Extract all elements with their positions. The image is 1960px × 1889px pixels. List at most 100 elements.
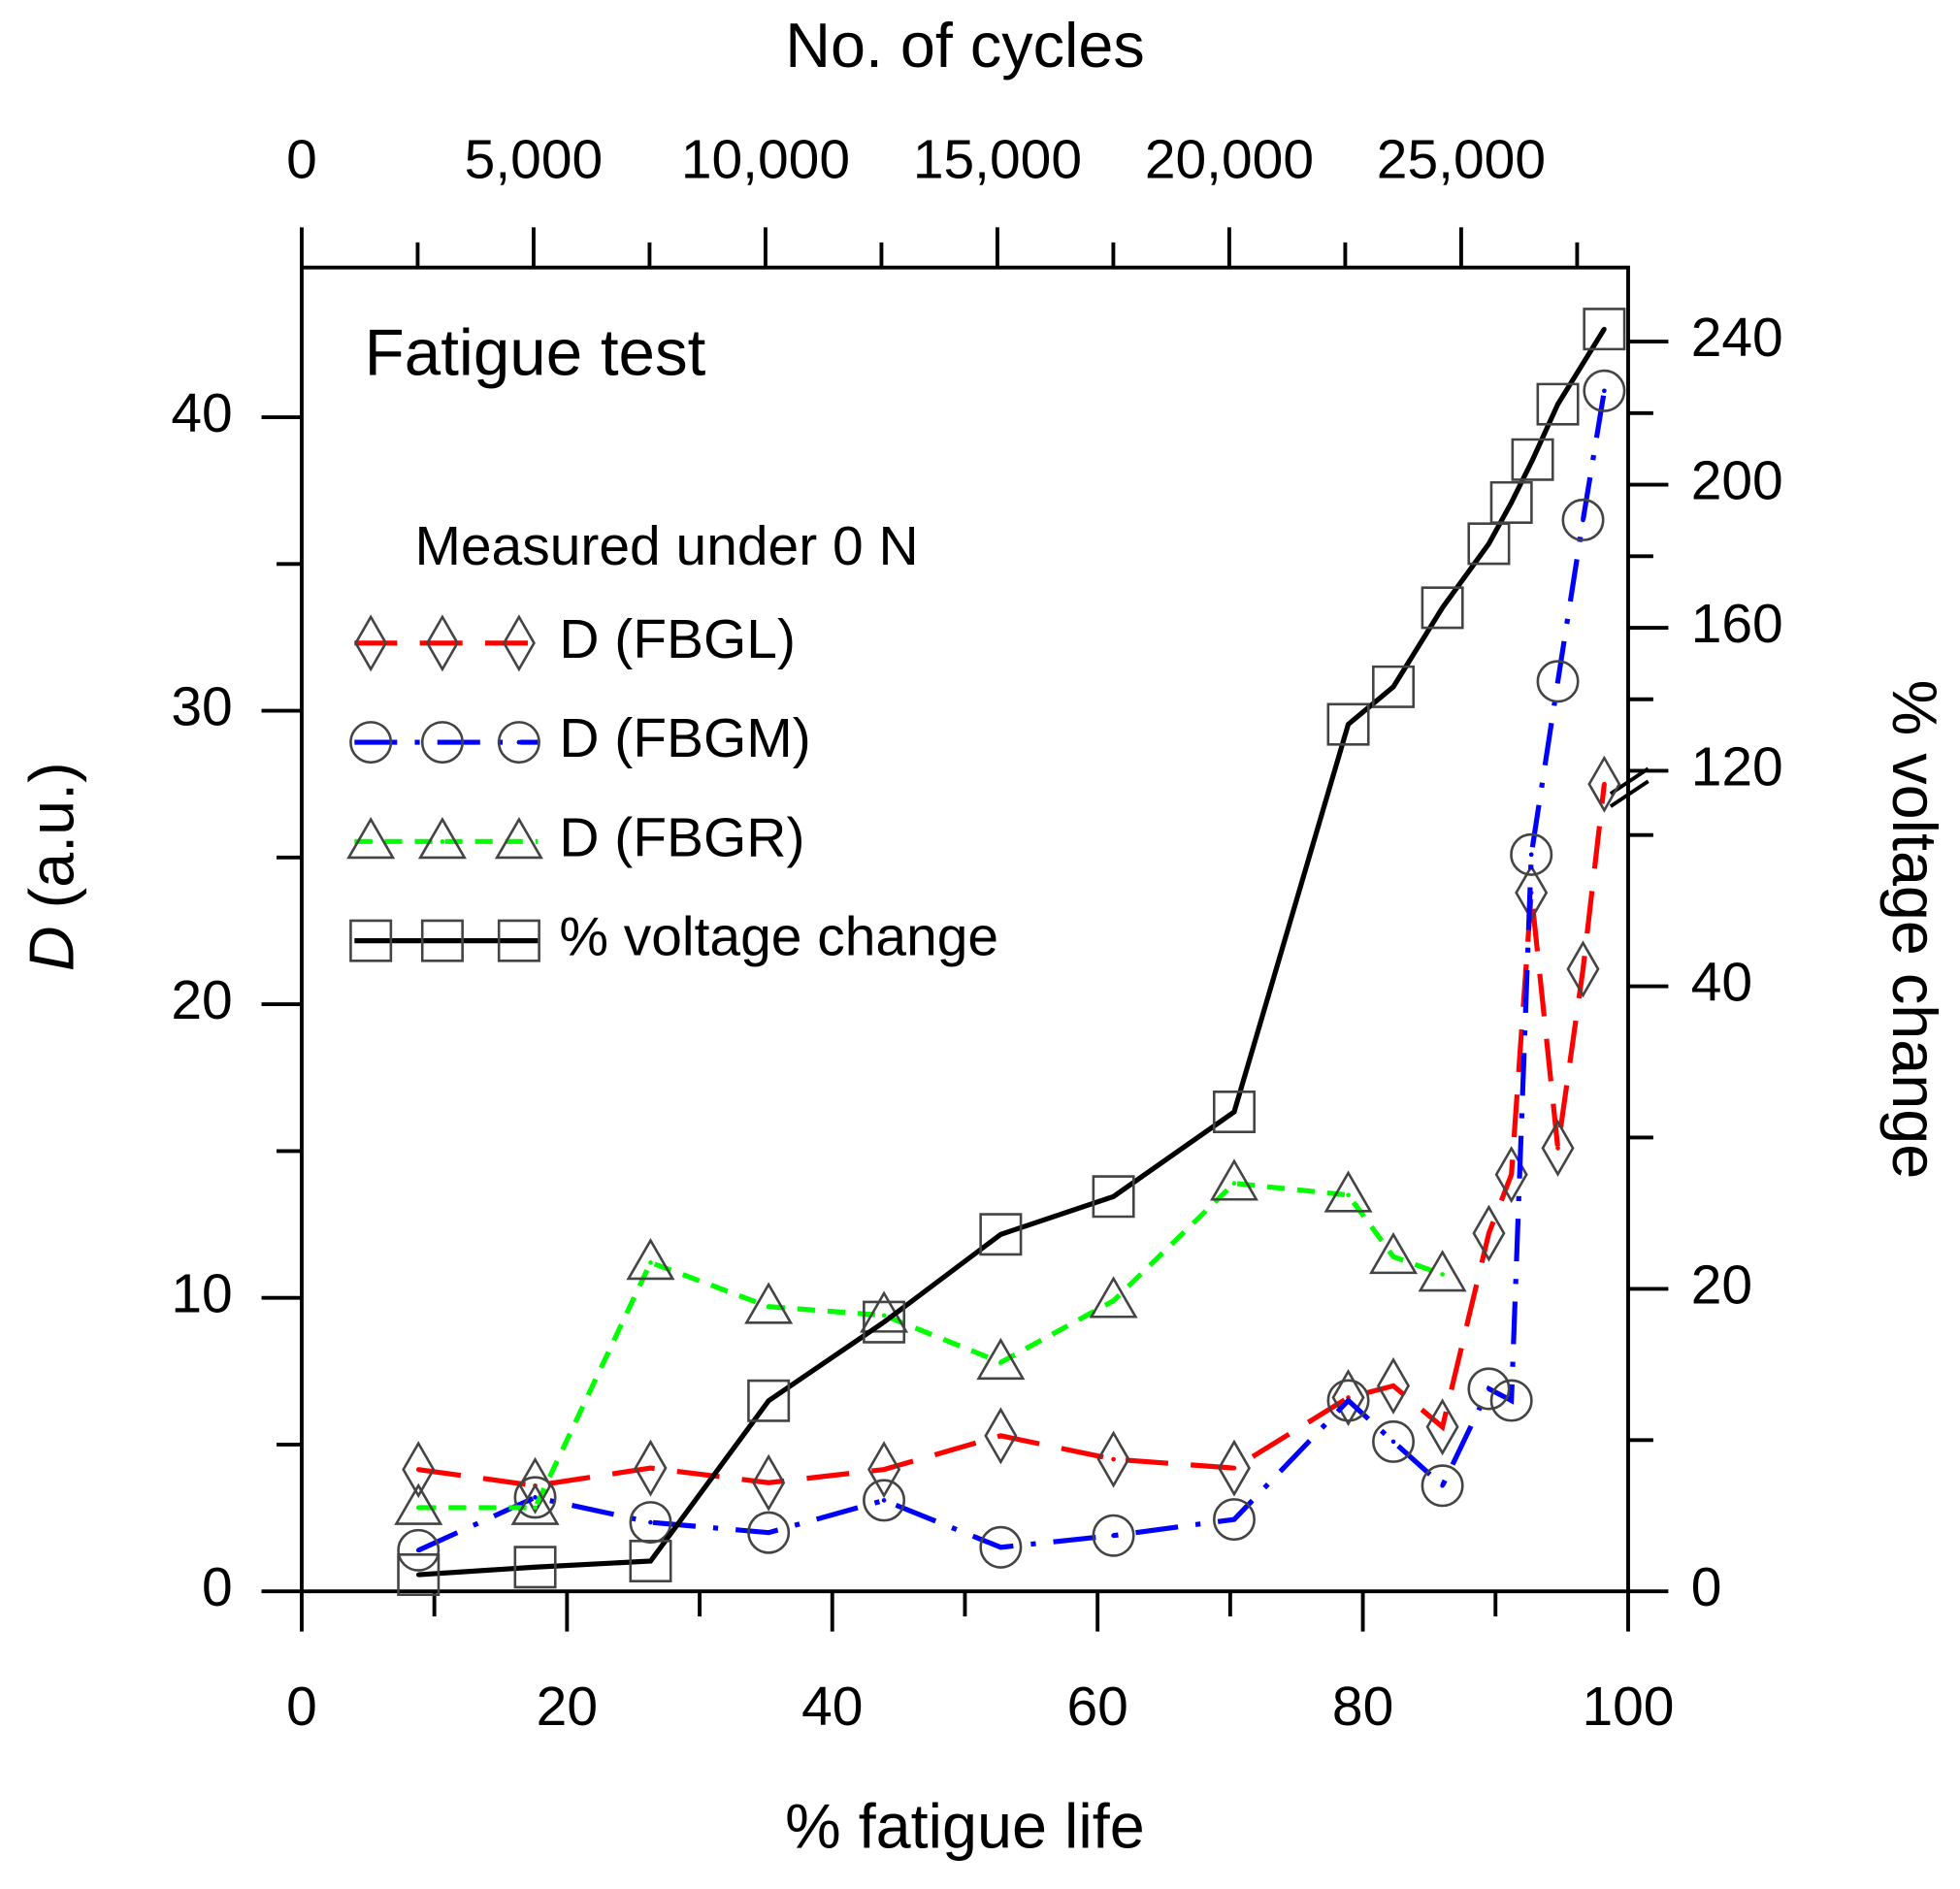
marker-shape [1489, 480, 1533, 524]
marker-shape [976, 1337, 1026, 1381]
marker [1421, 586, 1464, 630]
marker-shape [1376, 1356, 1411, 1415]
x-tick-label: 80 [1332, 1676, 1393, 1738]
x2-tick-label: 0 [286, 128, 317, 190]
marker [1583, 369, 1626, 412]
marker [1536, 382, 1580, 426]
marker [629, 1501, 672, 1545]
marker-dot [998, 1545, 1003, 1550]
marker-shape [417, 816, 467, 860]
marker-dot [1509, 1398, 1515, 1403]
marker-shape [1096, 1430, 1130, 1488]
marker [863, 1300, 906, 1344]
marker-shape [1368, 1231, 1419, 1275]
marker-dot [1231, 1465, 1237, 1471]
marker-dot [1390, 1439, 1396, 1445]
marker-shape [747, 1379, 791, 1422]
marker-dot [533, 1505, 538, 1511]
y-tick-label: 20 [171, 969, 232, 1031]
marker-dot [1390, 1384, 1396, 1388]
marker-dot [415, 1572, 421, 1578]
legend-label: D (FBGL) [559, 608, 796, 670]
marker-shape [863, 1300, 906, 1344]
y2-tick-label: 160 [1691, 593, 1783, 655]
marker-dot [1111, 1533, 1116, 1539]
x2-tick-label: 15,000 [913, 128, 1082, 190]
marker-shape [1212, 1498, 1256, 1542]
marker-shape [626, 1237, 675, 1281]
marker-shape [1583, 369, 1626, 412]
marker-shape [1561, 498, 1605, 541]
marker [979, 1213, 1023, 1256]
marker-shape [1511, 438, 1554, 481]
marker-dot [1602, 781, 1607, 787]
marker-dot [1602, 388, 1607, 394]
marker-dot [881, 1498, 887, 1503]
marker-shape [1587, 755, 1621, 813]
marker-dot [1440, 1424, 1445, 1430]
legend-label: D (FBGM) [559, 707, 810, 769]
marker [497, 721, 540, 765]
marker [1587, 755, 1621, 813]
y-tick-label: 40 [171, 382, 232, 444]
marker-shape [510, 1482, 560, 1525]
marker [1467, 522, 1511, 566]
marker-shape [629, 1501, 672, 1545]
marker-dot [766, 1398, 771, 1404]
marker [346, 816, 396, 860]
marker [867, 1441, 901, 1499]
marker [397, 1553, 441, 1597]
marker-shape [1323, 1170, 1373, 1213]
marker-shape [513, 1546, 557, 1589]
y-tick-label: 0 [202, 1556, 233, 1618]
legend-label: D (FBGR) [559, 806, 804, 868]
marker-shape [397, 1553, 441, 1597]
marker-dot [368, 640, 374, 646]
marker-dot [516, 640, 522, 646]
marker-shape [979, 1525, 1023, 1569]
marker [1217, 1439, 1252, 1497]
marker [1096, 1430, 1130, 1488]
marker [1418, 1250, 1467, 1292]
marker-shape [867, 1441, 901, 1499]
marker-shape [354, 614, 388, 672]
marker-shape [1536, 660, 1580, 703]
x-tick-label: 100 [1582, 1676, 1674, 1738]
marker-shape [634, 1439, 668, 1497]
marker-shape [1536, 382, 1580, 426]
marker-dot [516, 739, 522, 745]
marker [513, 1546, 557, 1589]
marker-dot [440, 739, 445, 745]
marker-dot [1555, 402, 1560, 407]
x-tick-label: 40 [801, 1676, 863, 1738]
marker-shape [1209, 1158, 1259, 1201]
y2-tick-label: 200 [1691, 450, 1783, 512]
marker [747, 1511, 791, 1554]
marker [984, 1407, 1018, 1465]
marker [1511, 438, 1554, 481]
marker [752, 1453, 786, 1512]
marker-shape [747, 1511, 791, 1554]
marker [510, 1482, 560, 1525]
legend-label: % voltage change [559, 906, 998, 968]
marker [1541, 1119, 1575, 1177]
marker-dot [1111, 1298, 1116, 1304]
marker-shape [984, 1407, 1018, 1465]
marker [1323, 1170, 1373, 1213]
marker-shape [1089, 1276, 1138, 1319]
marker-shape [1418, 1250, 1467, 1292]
marker [354, 614, 388, 672]
marker [1089, 1276, 1138, 1319]
marker [1212, 1090, 1256, 1133]
marker-dot [440, 938, 445, 943]
marker-shape [1421, 1464, 1464, 1508]
marker-dot [1581, 517, 1585, 523]
marker-dot [766, 1304, 771, 1310]
axis-break [1609, 779, 1650, 808]
marker [1209, 1158, 1259, 1201]
marker [626, 1237, 675, 1281]
marker-dot [648, 1260, 653, 1265]
marker-shape [1472, 1204, 1506, 1262]
series-line [418, 327, 1607, 1578]
y2-tick-label: 20 [1691, 1254, 1752, 1316]
